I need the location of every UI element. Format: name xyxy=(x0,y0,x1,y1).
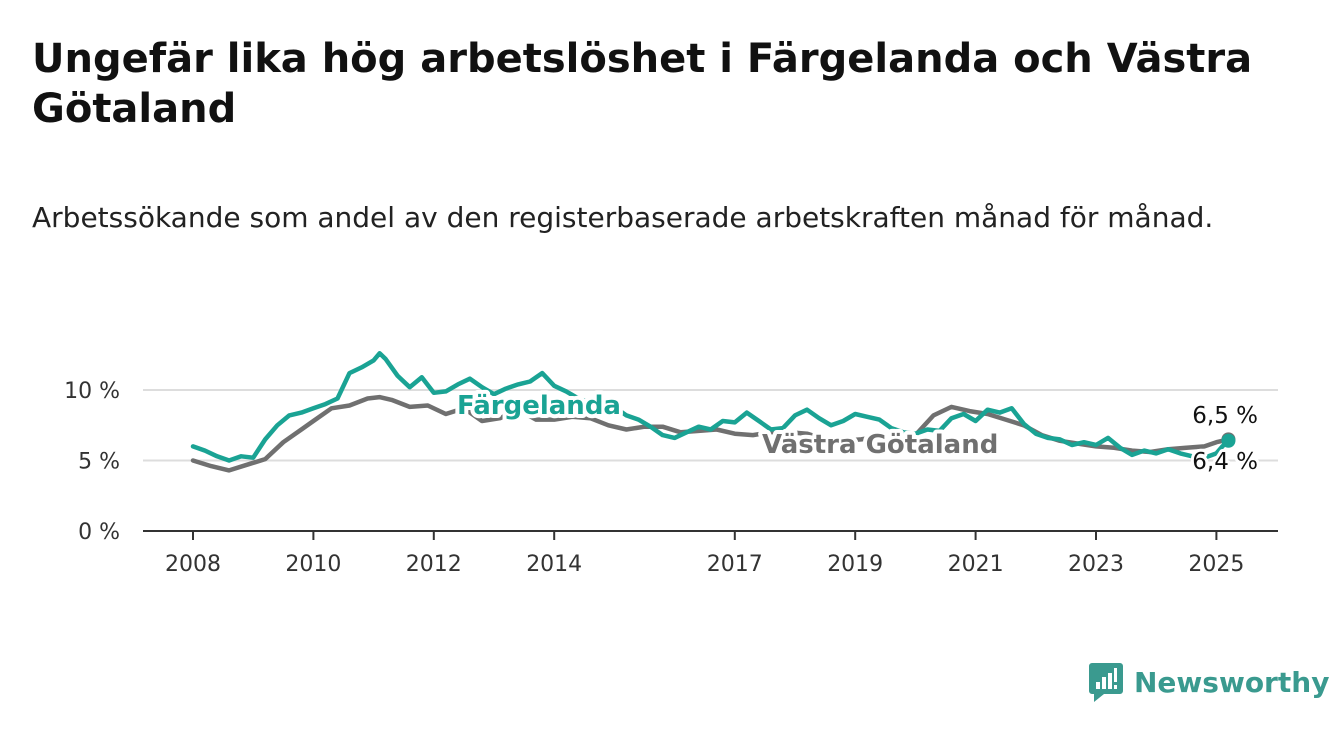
x-tick-label: 2008 xyxy=(165,552,221,577)
series-label-halo: Västra Götaland xyxy=(762,430,998,460)
end-label-halo: 6,4 % xyxy=(1192,449,1258,475)
y-tick-label: 5 % xyxy=(78,450,120,475)
end-value-label-fargelanda: 6,4 % xyxy=(1192,449,1258,475)
end-label-halo: 6,5 % xyxy=(1192,403,1258,429)
x-tick-label: 2017 xyxy=(707,552,763,577)
x-tick-label: 2012 xyxy=(406,552,462,577)
end-value-label-vastra_gotaland: 6,5 % xyxy=(1192,403,1258,429)
x-tick-label: 2021 xyxy=(948,552,1004,577)
y-tick-label: 0 % xyxy=(78,520,120,545)
gridlines xyxy=(143,389,1278,462)
x-tick-label: 2025 xyxy=(1188,552,1244,577)
y-tick-label: 10 % xyxy=(64,379,120,404)
x-tick-label: 2010 xyxy=(285,552,341,577)
series-line-fargelanda xyxy=(190,351,1231,463)
x-tick-label: 2014 xyxy=(526,552,582,577)
x-tick-label: 2023 xyxy=(1068,552,1124,577)
y-axis-ticks: 0 % 5 % 10 % xyxy=(64,379,120,545)
x-tick-label: 2019 xyxy=(827,552,883,577)
newsworthy-logo: Newsworthy xyxy=(1088,660,1329,704)
brand-name: Newsworthy xyxy=(1134,665,1330,699)
series-end-point-fargelanda xyxy=(1221,433,1236,448)
chart-subtitle: Arbetssökande som andel av den registerb… xyxy=(32,201,1214,234)
series-label-halo: Färgelanda xyxy=(457,391,621,421)
bar-chart-icon xyxy=(1089,663,1123,702)
series-label-vastra_gotaland: Västra Götaland xyxy=(762,430,998,460)
chart-title: Ungefär lika hög arbetslöshet i Färgelan… xyxy=(32,36,1253,132)
series-label-fargelanda: Färgelanda xyxy=(457,391,621,421)
series-lines xyxy=(190,351,1236,473)
series-line-vastra_gotaland xyxy=(190,394,1231,473)
x-axis: 2008 2010 2012 2014 2017 2019 2021 2023 2025 xyxy=(143,530,1278,577)
